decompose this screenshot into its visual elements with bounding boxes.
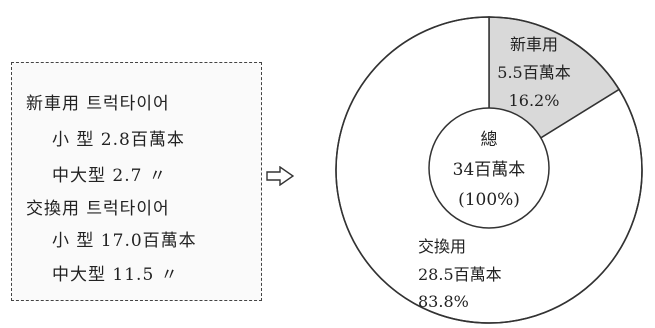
legend-row-repl-small: 小 型 17.0百萬本 — [52, 231, 197, 251]
center-label-2: 34百萬本 — [453, 160, 526, 180]
slice-new-percent: 16.2% — [509, 91, 560, 110]
pie-outline — [335, 16, 643, 324]
slice-repl-percent: 83.8% — [418, 292, 469, 311]
center-label-1: 總 — [481, 130, 498, 150]
slice-new-label: 新車用 — [510, 35, 558, 54]
legend-row-new-car: 新車用 트럭타이어 — [26, 94, 170, 114]
legend-row-new-small: 小 型 2.8百萬本 — [52, 130, 185, 150]
center-circle — [428, 107, 550, 229]
slice-new-value: 5.5百萬本 — [497, 63, 570, 82]
legend-row-repl-midlarge: 中大型 11.5 〃 — [52, 265, 179, 285]
right-arrow-icon — [266, 166, 294, 186]
slice-repl-value: 28.5百萬本 — [418, 265, 502, 284]
legend-box: 新車用 트럭타이어 小 型 2.8百萬本 中大型 2.7 〃 交換用 트럭타이어… — [11, 62, 262, 301]
slice-repl-label: 交換用 — [418, 237, 466, 256]
legend-row-new-midlarge: 中大型 2.7 〃 — [52, 166, 167, 186]
legend-row-replacement: 交換用 트럭타이어 — [26, 199, 170, 219]
center-label-3: (100%) — [458, 190, 520, 210]
